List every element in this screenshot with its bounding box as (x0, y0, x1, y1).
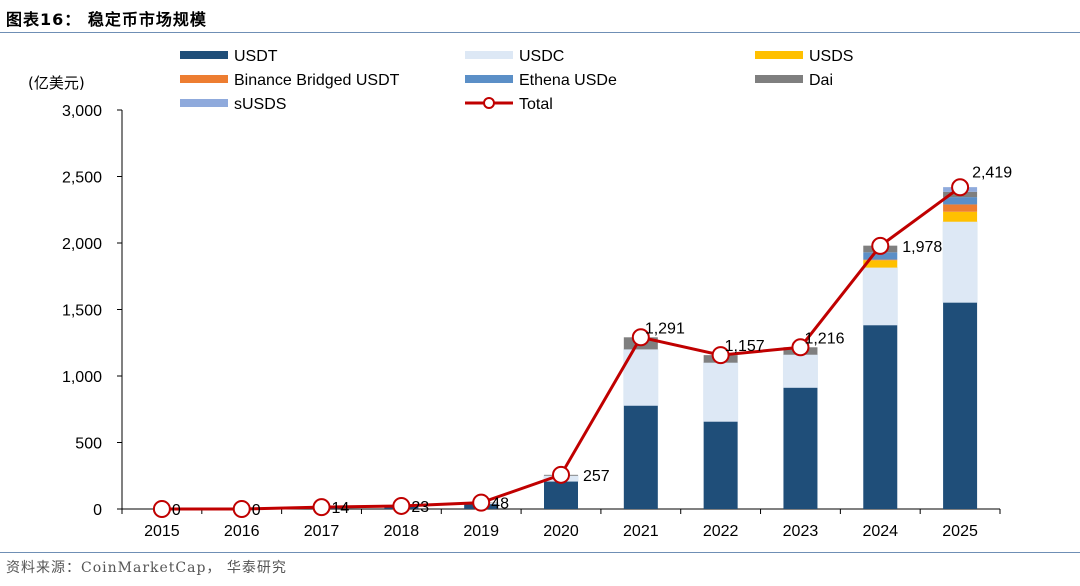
x-tick-label: 2020 (543, 523, 579, 540)
legend-swatch (755, 51, 803, 59)
x-tick-label: 2018 (384, 523, 420, 540)
total-marker (472, 493, 491, 512)
legend-label: Total (519, 96, 553, 113)
y-tick-label: 1,000 (62, 369, 102, 386)
total-line (161, 186, 961, 511)
bar-binance-bridged-usdt (943, 204, 978, 212)
total-marker (791, 338, 810, 357)
legend-label: Binance Bridged USDT (234, 72, 400, 89)
bar-usds (863, 260, 898, 268)
legend-label: USDT (234, 48, 278, 65)
bar-ethena-usde (943, 197, 978, 205)
y-tick-label: 2,500 (62, 170, 102, 187)
legend-swatch (465, 51, 513, 59)
total-marker (392, 496, 411, 515)
data-label: 14 (332, 500, 350, 517)
x-tick-label: 2019 (463, 523, 499, 540)
data-label: 1,216 (804, 330, 844, 347)
bar-usdc (703, 362, 739, 422)
bar-usdc (942, 221, 978, 303)
data-label: 1,291 (645, 320, 685, 337)
bar-usdt (703, 421, 738, 509)
data-label: 23 (411, 499, 429, 516)
y-tick-label: 500 (75, 436, 102, 453)
data-label: 2,419 (972, 164, 1012, 181)
bar-usdt (623, 405, 658, 509)
x-tick-label: 2025 (942, 523, 978, 540)
legend-swatch (755, 75, 803, 83)
total-marker (871, 236, 890, 255)
legend-label: sUSDS (234, 96, 286, 113)
data-label: 257 (583, 468, 610, 485)
y-unit-label: (亿美元) (28, 74, 85, 92)
bar-usdt (783, 387, 818, 509)
bar-usdt (863, 324, 898, 509)
bar-binance-bridged-usdt (863, 259, 898, 261)
y-tick-label: 2,000 (62, 236, 102, 253)
figure-title: 图表16： 稳定币市场规模 (6, 10, 207, 29)
legend-swatch (180, 51, 228, 59)
data-label: 1,157 (725, 338, 765, 355)
total-marker (552, 465, 570, 484)
x-tick-label: 2022 (703, 523, 739, 540)
legend-label: Ethena USDe (519, 72, 617, 89)
footer-divider (0, 552, 1080, 553)
data-label: 0 (252, 502, 261, 519)
total-marker (631, 328, 650, 347)
total-marker (312, 498, 331, 517)
legend-swatch (465, 75, 513, 83)
total-marker (232, 500, 251, 518)
source-note: 资料来源：CoinMarketCap， 华泰研究 (6, 560, 287, 576)
header-divider (0, 32, 1080, 33)
x-tick-label: 2016 (224, 523, 260, 540)
legend-swatch (180, 75, 228, 83)
y-tick-label: 3,000 (62, 103, 102, 120)
bar-usdc (782, 354, 818, 388)
data-label: 0 (172, 502, 181, 519)
total-marker (951, 178, 970, 197)
bar-usdc (862, 267, 898, 326)
x-tick-label: 2023 (783, 523, 819, 540)
legend-swatch (180, 99, 228, 107)
bar-usdt (943, 302, 978, 509)
x-tick-label: 2015 (144, 523, 180, 540)
y-tick-label: 0 (93, 502, 102, 519)
total-marker (152, 500, 171, 518)
x-tick-label: 2021 (623, 523, 659, 540)
bar-usdt (544, 481, 578, 509)
x-tick-label: 2024 (862, 523, 898, 540)
data-label: 1,978 (902, 239, 942, 256)
x-tick-label: 2017 (304, 523, 340, 540)
legend-label: USDS (809, 48, 853, 65)
bar-ethena-usde (863, 252, 898, 260)
data-label: 48 (491, 496, 509, 513)
legend-marker (483, 97, 495, 109)
legend-label: Dai (809, 72, 833, 89)
legend-label: USDC (519, 48, 564, 65)
y-tick-label: 1,500 (62, 303, 102, 320)
total-marker (711, 346, 730, 365)
bar-usds (943, 211, 978, 222)
